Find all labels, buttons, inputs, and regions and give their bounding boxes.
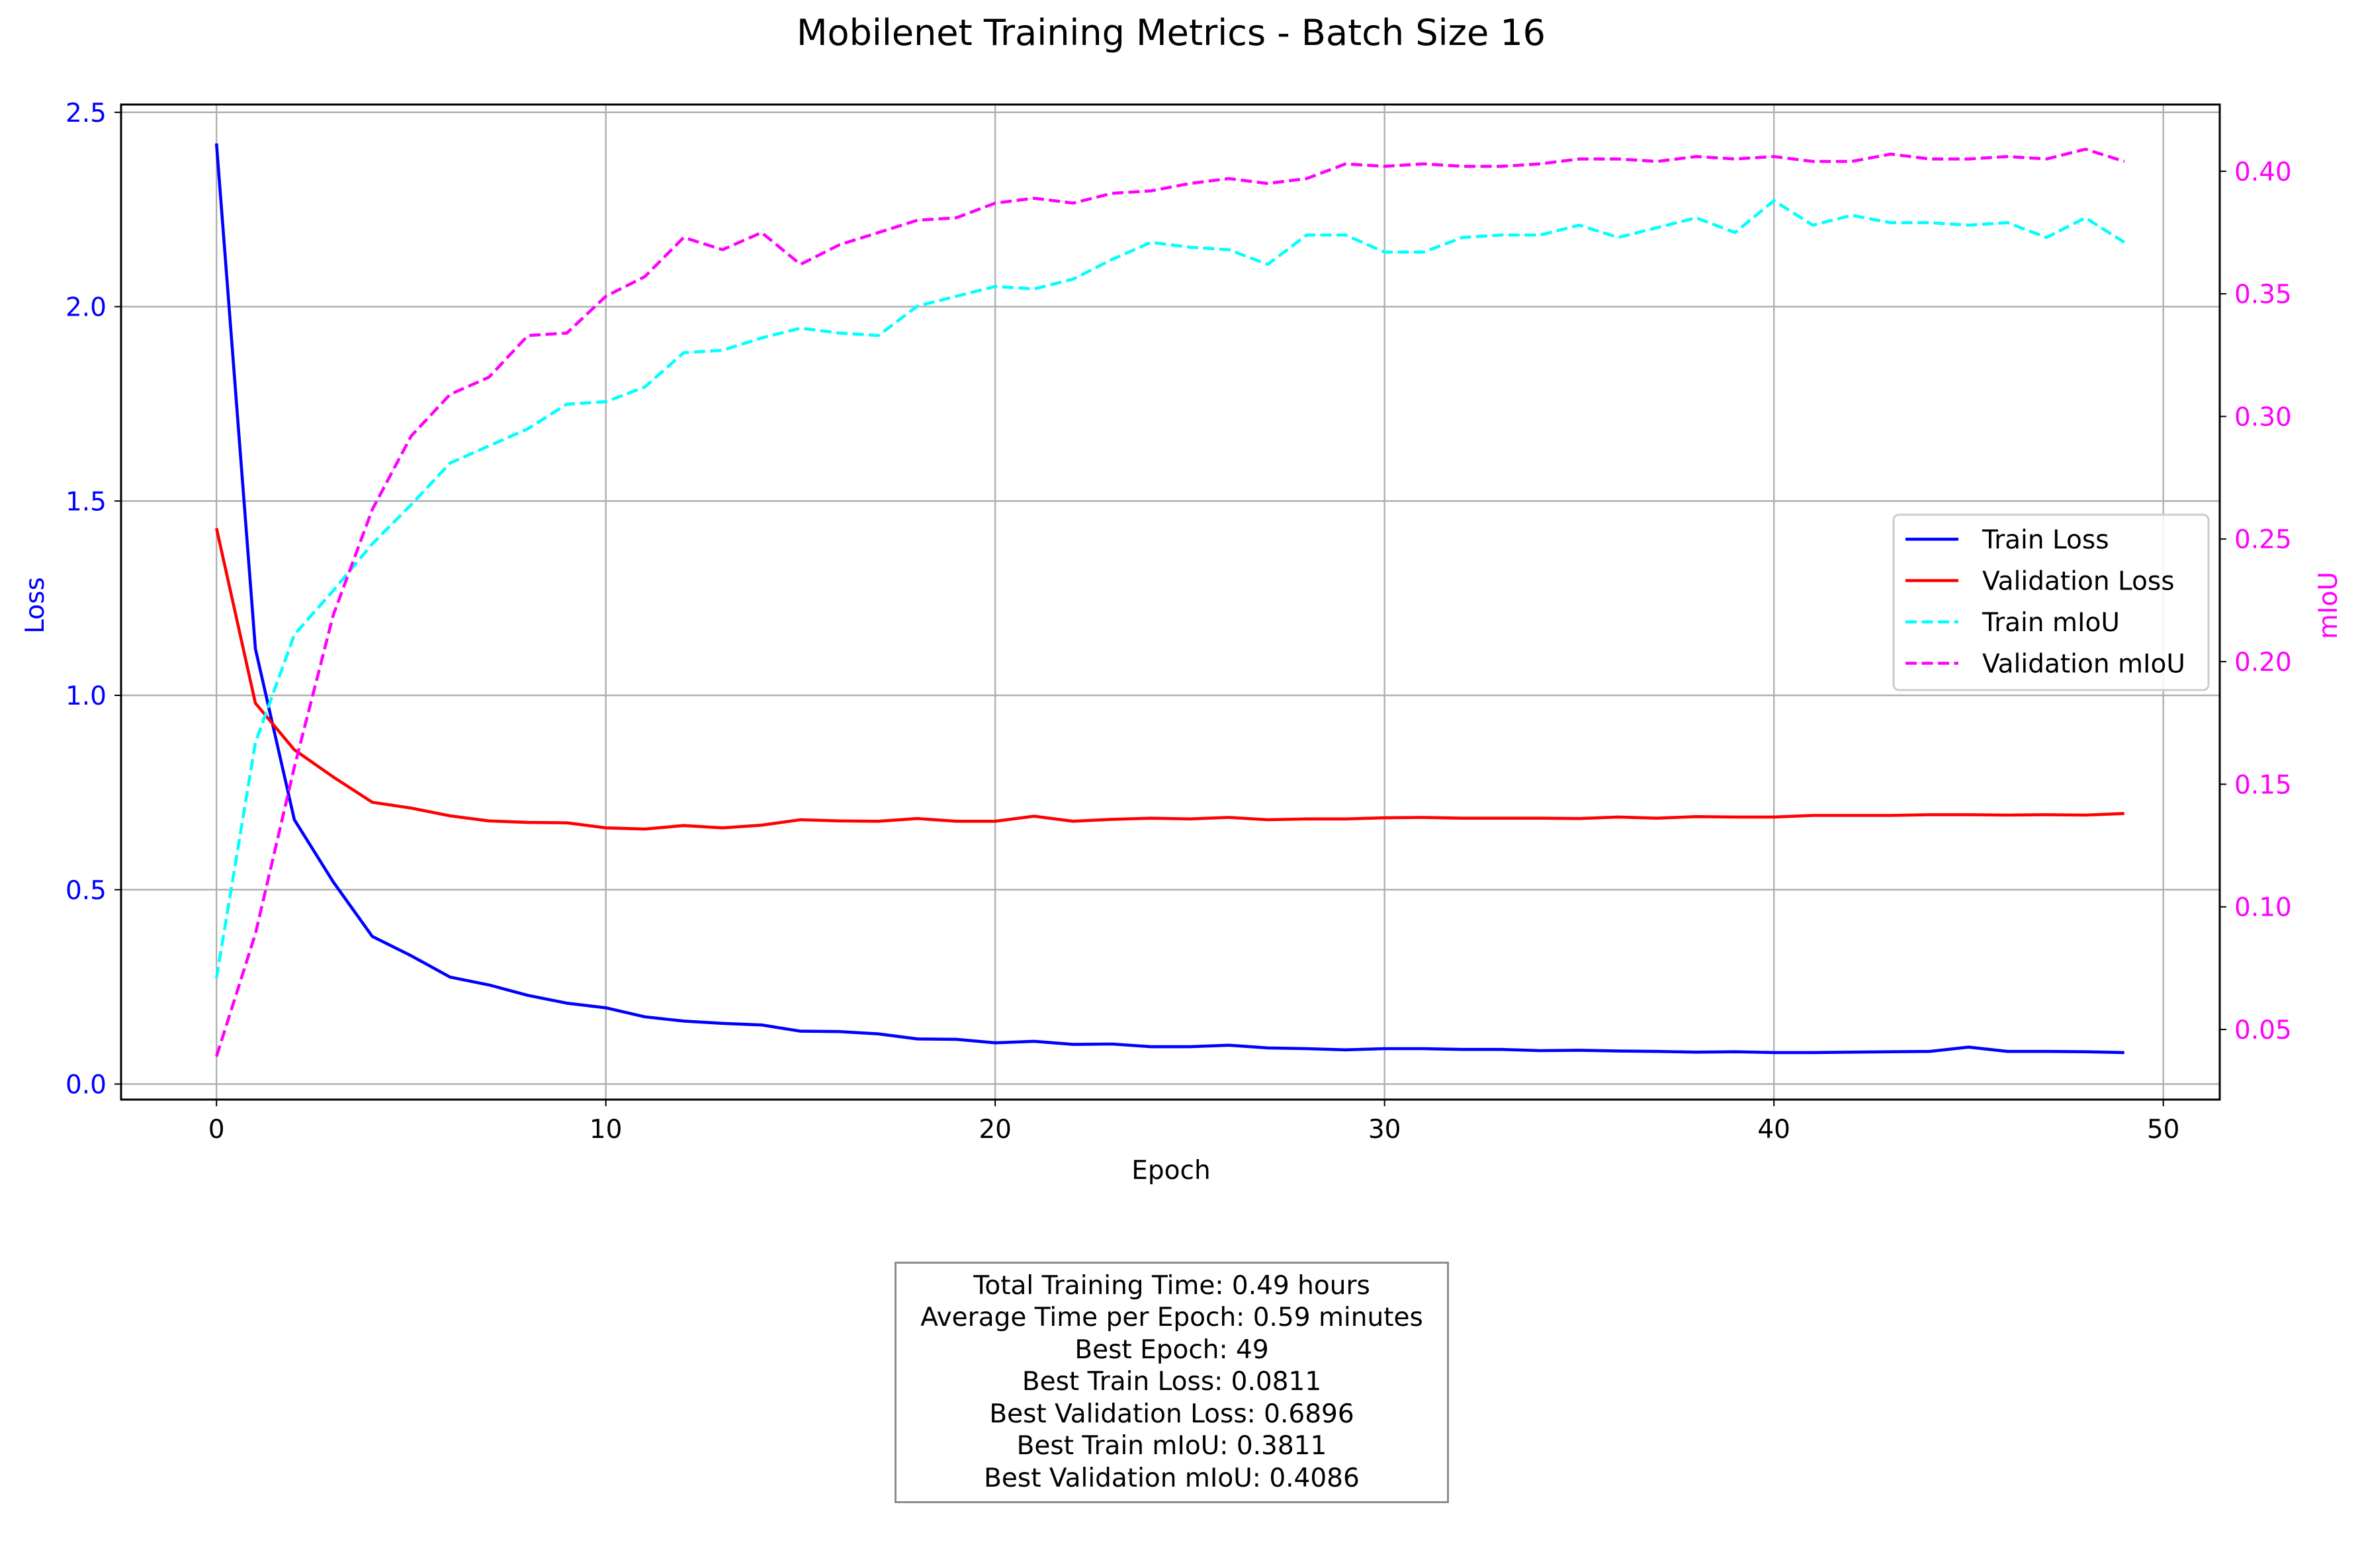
y-right-tick-label: 0.40 <box>2234 157 2292 187</box>
x-tick-label: 50 <box>2147 1115 2180 1145</box>
y-left-tick-label: 0.0 <box>66 1070 107 1100</box>
summary-best-validation-miou: Best Validation mIoU: 0.4086 <box>984 1463 1360 1493</box>
series-line-validation-loss <box>214 527 2124 831</box>
summary-best-train-miou: Best Train mIoU: 0.3811 <box>1016 1431 1327 1461</box>
legend-label-validation-loss: Validation Loss <box>1982 567 2175 597</box>
y-right-tick-label: 0.20 <box>2234 648 2292 677</box>
legend: Train Loss Validation Loss Train mIoU Valid… <box>1892 513 2210 691</box>
y-left-tick-label: 1.5 <box>66 487 107 517</box>
plot-lines <box>214 143 2126 1057</box>
y-right-tick-label: 0.25 <box>2234 525 2292 555</box>
x-tick-label: 0 <box>208 1115 225 1145</box>
x-tick-label: 40 <box>1757 1115 1790 1145</box>
y-axis-left-label: Loss <box>21 577 50 634</box>
y-left-tick-label: 0.5 <box>66 876 107 906</box>
summary-best-train-loss: Best Train Loss: 0.0811 <box>1022 1367 1322 1397</box>
summary-best-epoch: Best Epoch: 49 <box>1074 1334 1269 1365</box>
summary-total-time: Total Training Time: 0.49 hours <box>973 1270 1370 1301</box>
y-left-tick-label: 2.5 <box>66 99 107 128</box>
x-axis-label: Epoch <box>1131 1156 1210 1186</box>
y-right-tick-label: 0.05 <box>2234 1016 2292 1045</box>
summary-best-validation-loss: Best Validation Loss: 0.6896 <box>989 1399 1354 1429</box>
x-tick-label: 30 <box>1368 1115 1401 1145</box>
series-line-validation-miou <box>215 148 2125 1057</box>
summary-avg-time-per-epoch: Average Time per Epoch: 0.59 minutes <box>920 1303 1423 1333</box>
axes: 0 10 20 30 40 50 0.0 0.5 1.0 1.5 2.0 2.5 0.05 0.10 0.1… <box>66 99 2292 1145</box>
series-line-train-loss <box>214 143 2124 1055</box>
x-tick-label: 10 <box>590 1115 623 1145</box>
training-summary-box: Total Training Time: 0.49 hours Average … <box>895 1262 1449 1503</box>
y-right-tick-label: 0.35 <box>2234 280 2292 310</box>
legend-label-train-loss: Train Loss <box>1982 525 2109 555</box>
y-right-tick-label: 0.10 <box>2234 893 2292 923</box>
x-tick-label: 20 <box>979 1115 1012 1145</box>
y-axis-right-label: mIoU <box>2314 572 2343 639</box>
y-right-tick-label: 0.30 <box>2234 402 2292 432</box>
y-left-tick-label: 2.0 <box>66 293 107 323</box>
legend-label-validation-miou: Validation mIoU <box>1982 650 2185 679</box>
chart-title: Mobilenet Training Metrics - Batch Size … <box>797 12 1546 54</box>
y-left-tick-label: 1.0 <box>66 681 107 711</box>
legend-frame <box>1892 513 2210 691</box>
series-line-train-miou <box>214 198 2126 979</box>
y-right-tick-label: 0.15 <box>2234 770 2292 800</box>
legend-label-train-miou: Train mIoU <box>1982 608 2120 638</box>
grid <box>121 105 2220 1100</box>
plot-frame <box>120 103 2221 1101</box>
